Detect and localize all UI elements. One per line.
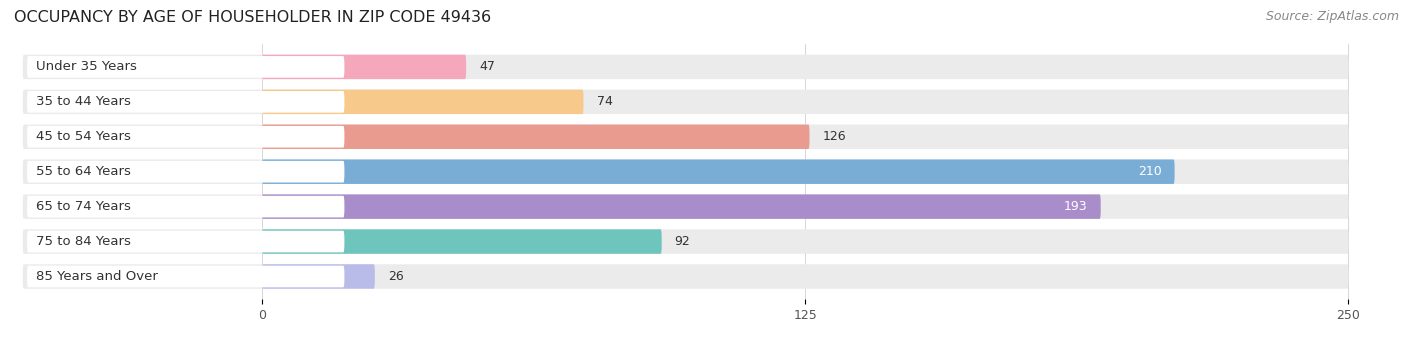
Text: 47: 47 (479, 61, 495, 73)
FancyBboxPatch shape (22, 124, 1348, 149)
FancyBboxPatch shape (262, 159, 1174, 184)
FancyBboxPatch shape (262, 55, 467, 79)
Text: 210: 210 (1137, 165, 1161, 178)
FancyBboxPatch shape (27, 266, 344, 287)
FancyBboxPatch shape (27, 231, 344, 252)
Text: 45 to 54 Years: 45 to 54 Years (35, 130, 131, 143)
Text: 26: 26 (388, 270, 404, 283)
FancyBboxPatch shape (22, 194, 1348, 219)
FancyBboxPatch shape (27, 161, 344, 183)
FancyBboxPatch shape (22, 90, 1348, 114)
Text: 92: 92 (675, 235, 690, 248)
Text: Under 35 Years: Under 35 Years (35, 61, 136, 73)
FancyBboxPatch shape (262, 124, 810, 149)
Text: Source: ZipAtlas.com: Source: ZipAtlas.com (1265, 10, 1399, 23)
Text: 35 to 44 Years: 35 to 44 Years (35, 95, 131, 108)
Text: 74: 74 (596, 95, 613, 108)
Text: 85 Years and Over: 85 Years and Over (35, 270, 157, 283)
FancyBboxPatch shape (27, 126, 344, 148)
FancyBboxPatch shape (22, 230, 1348, 254)
FancyBboxPatch shape (27, 196, 344, 218)
FancyBboxPatch shape (27, 56, 344, 78)
FancyBboxPatch shape (262, 230, 662, 254)
FancyBboxPatch shape (22, 159, 1348, 184)
FancyBboxPatch shape (262, 194, 1101, 219)
FancyBboxPatch shape (22, 55, 1348, 79)
FancyBboxPatch shape (262, 264, 375, 289)
Text: 65 to 74 Years: 65 to 74 Years (35, 200, 131, 213)
FancyBboxPatch shape (262, 90, 583, 114)
FancyBboxPatch shape (22, 264, 1348, 289)
FancyBboxPatch shape (27, 91, 344, 113)
Text: 126: 126 (823, 130, 846, 143)
Text: OCCUPANCY BY AGE OF HOUSEHOLDER IN ZIP CODE 49436: OCCUPANCY BY AGE OF HOUSEHOLDER IN ZIP C… (14, 10, 491, 25)
Text: 55 to 64 Years: 55 to 64 Years (35, 165, 131, 178)
Text: 75 to 84 Years: 75 to 84 Years (35, 235, 131, 248)
Text: 193: 193 (1064, 200, 1088, 213)
